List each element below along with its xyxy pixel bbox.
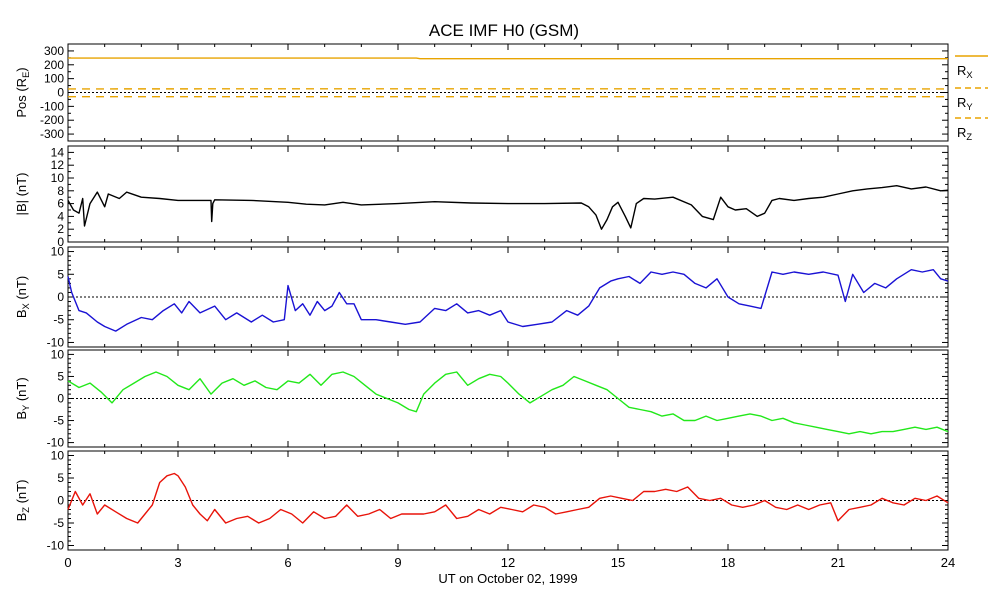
y-tick-label: 0 [57,392,64,406]
y-tick-label: 2 [57,222,64,236]
panel-by: 10 5 0 -5 -10 BY (nT) [14,347,949,450]
y-tick-label: 6 [57,197,64,211]
legend-label: RX [957,63,973,80]
x-tick-label: 21 [831,555,845,570]
y-axis-label: BY (nT) [14,377,31,419]
x-tick-label: 0 [64,555,71,570]
y-tick-label: -10 [47,539,65,553]
y-tick-label: 0 [57,494,64,508]
series-line-RX [68,57,948,60]
y-tick-label: -5 [53,313,64,327]
panel-frame [67,145,949,243]
y-tick-label: -5 [53,516,64,530]
series-line-|B| [67,184,949,230]
y-tick-label: 5 [57,471,64,485]
y-tick-label: 5 [57,267,64,281]
y-tick-label: 300 [44,44,64,58]
panel-bz: 10 5 0 -5 -10 BZ (nT) [14,449,949,553]
y-tick-label: 10 [51,449,65,463]
chart-title: ACE IMF H0 (GSM) [429,21,579,40]
y-tick-label: 200 [44,58,64,72]
y-tick-label: 5 [57,369,64,383]
y-tick-label: 14 [51,145,65,159]
y-tick-label: -100 [40,99,64,113]
x-axis-label: UT on October 02, 1999 [438,571,577,586]
series-line-Bx [67,269,949,332]
y-axis-label: |B| (nT) [14,173,29,216]
legend-label: RZ [957,125,972,142]
x-tick-label: 3 [174,555,181,570]
y-tick-label: 12 [51,158,65,172]
y-tick-label: 0 [57,290,64,304]
legend-label: RY [957,95,973,112]
y-tick-label: -10 [47,436,65,450]
y-tick-label: 10 [51,347,65,361]
y-axis-label: BX (nT) [14,276,31,318]
y-tick-label: -5 [53,414,64,428]
y-tick-label: 4 [57,209,64,223]
x-tick-label: 12 [501,555,515,570]
x-tick-label: 18 [721,555,735,570]
x-axis-tick-labels: 0 3 6 9 12 15 18 21 24 [64,555,955,570]
y-tick-label: 100 [44,72,64,86]
y-tick-label: 10 [51,245,65,259]
x-tick-label: 15 [611,555,625,570]
y-axis-label: BZ (nT) [14,480,31,522]
x-tick-label: 9 [394,555,401,570]
y-tick-label: 0 [57,86,64,100]
y-tick-label: -10 [47,335,65,349]
y-tick-label: 0 [57,235,64,249]
y-tick-label: -300 [40,127,64,141]
y-axis-label: Pos (RE) [14,67,31,117]
x-tick-label: 6 [284,555,291,570]
x-tick-label: 24 [941,555,955,570]
series-line-By [67,371,949,435]
panel-bx: 10 5 0 -5 -10 BX (nT) [14,245,949,349]
y-tick-label: 10 [51,171,65,185]
y-tick-label: -200 [40,113,64,127]
series-line-Bz [67,472,949,524]
y-tick-label: 8 [57,184,64,198]
